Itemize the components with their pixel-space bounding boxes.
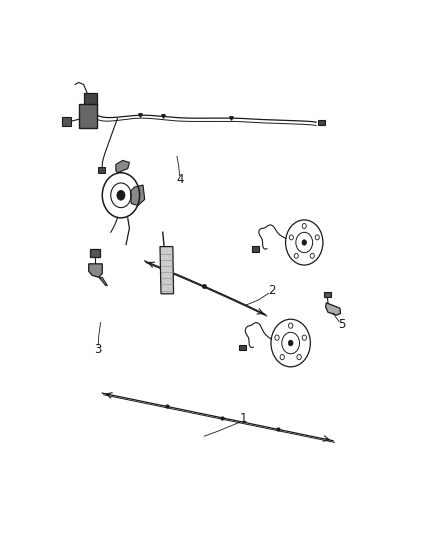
Polygon shape <box>160 247 173 294</box>
Bar <box>324 292 331 297</box>
Polygon shape <box>325 303 341 315</box>
Text: 1: 1 <box>240 413 247 425</box>
Polygon shape <box>99 277 107 286</box>
Text: 2: 2 <box>268 284 276 297</box>
Text: 3: 3 <box>95 343 102 356</box>
Circle shape <box>302 240 307 245</box>
Bar <box>239 345 246 350</box>
Bar <box>251 246 259 252</box>
Polygon shape <box>116 160 130 173</box>
Bar <box>78 104 97 127</box>
Bar <box>90 248 100 257</box>
Bar <box>84 93 96 105</box>
Bar <box>318 120 325 125</box>
Text: 4: 4 <box>176 173 184 186</box>
Text: 5: 5 <box>339 318 346 331</box>
Circle shape <box>117 190 125 200</box>
Bar <box>98 167 105 173</box>
Polygon shape <box>131 185 145 206</box>
Polygon shape <box>88 264 102 277</box>
Circle shape <box>288 340 293 346</box>
Bar <box>61 117 71 126</box>
